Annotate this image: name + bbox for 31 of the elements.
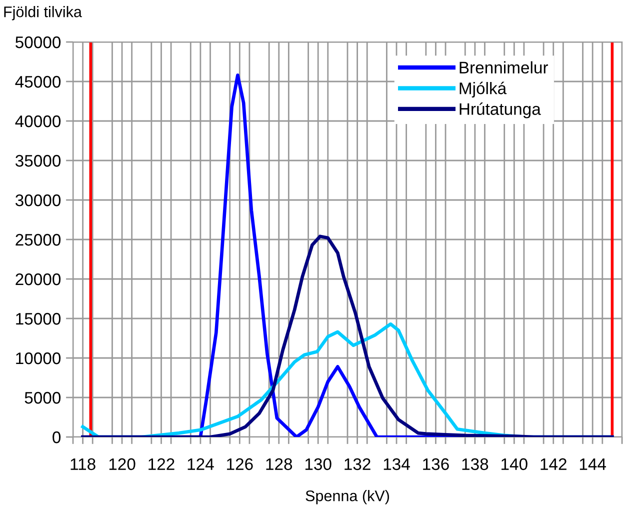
legend-label: Mjólká	[460, 82, 507, 98]
y-tick-label: 10000	[16, 352, 61, 364]
y-tick-label: 30000	[15, 194, 61, 206]
x-axis-title: Spenna (kV)	[306, 490, 390, 504]
y-tick-label: 5000	[24, 392, 61, 404]
y-tick-label: 40000	[15, 115, 61, 128]
line-series	[81, 234, 614, 437]
x-tick-label: 136	[423, 458, 449, 470]
y-tick-label: 50000	[16, 36, 61, 48]
y-tick-label: 15000	[16, 312, 61, 325]
x-tick-label: 118	[70, 458, 96, 470]
x-tick-label: 140	[502, 458, 528, 470]
legend-label: Hrútatunga	[460, 102, 541, 118]
legend-label: Brennimelur	[460, 61, 548, 74]
y-tick-label: 35000	[15, 154, 61, 167]
y-tick-label: 25000	[16, 234, 61, 246]
x-tick-label: 120	[109, 458, 136, 470]
x-tick-label: 128	[266, 458, 292, 470]
x-tick-label: 138	[462, 458, 488, 470]
y-axis-title: Fjöldi tilvika	[4, 6, 82, 20]
x-tick-label: 144	[580, 458, 606, 470]
x-tick-label: 124	[188, 458, 214, 470]
x-tick-label: 130	[305, 458, 332, 470]
y-tick-label: 45000	[15, 76, 61, 88]
y-tick-label: 20000	[16, 273, 61, 286]
x-tick-label: 122	[148, 458, 174, 470]
x-tick-label: 142	[540, 458, 566, 470]
x-tick-label: 132	[344, 458, 370, 470]
x-tick-label: 134	[384, 458, 410, 470]
y-tick-label: 0	[52, 431, 61, 444]
x-tick-label: 126	[227, 458, 253, 470]
